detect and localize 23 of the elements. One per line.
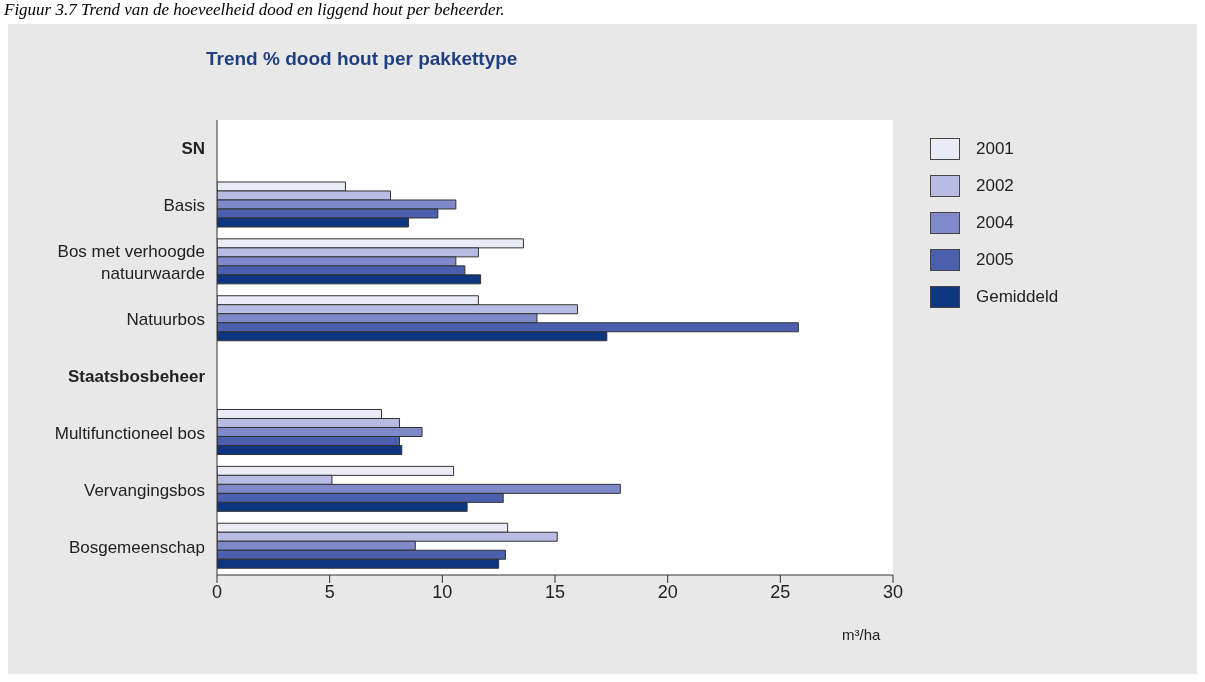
legend-label: 2002 [976,175,1014,196]
text: Figuur 3.7 Trend van de hoeveelheid dood en liggend hout per beheerder. [4,0,505,20]
x-tick-label: 25 [770,581,791,602]
legend-label: 2001 [976,138,1014,159]
legend-label: 2004 [976,212,1014,233]
legend-label: 2005 [976,249,1014,270]
chart-title: Trend % dood hout per pakkettype [206,48,518,70]
x-tick-label: 30 [882,581,904,602]
x-tick-label: 5 [324,581,335,602]
y-tick-label: Bosgemeenschap [68,537,205,557]
y-tick-label: SN [181,138,205,158]
x-axis-title: m³/ha [842,626,881,643]
y-tick-label: Bos met verhoogde natuurwaarde [57,241,205,283]
x-tick-label: 0 [211,581,223,602]
x-tick-label: 20 [657,581,678,602]
y-tick-label: Natuurbos [126,309,205,329]
y-tick-label: Multifunctioneel bos [54,423,205,443]
y-tick-label: Basis [163,195,205,215]
legend-label: Gemiddeld [976,286,1059,307]
x-tick-label: 15 [544,581,566,602]
y-tick-label: Staatsbosbeheer [68,366,206,386]
y-tick-label: Vervangingsbos [84,480,205,500]
x-tick-label: 10 [432,581,453,602]
